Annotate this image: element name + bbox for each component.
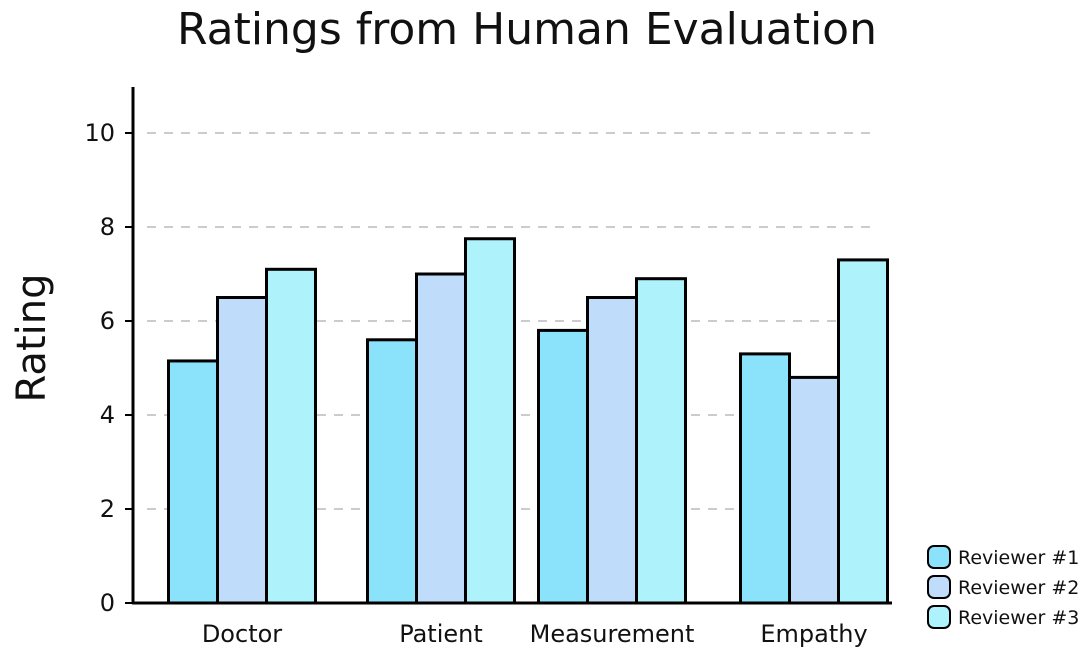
axes [131, 87, 892, 605]
bar-measurement-reviewer-2 [586, 296, 638, 605]
legend-label-reviewer-1: Reviewer #1 [958, 547, 1079, 569]
bar-doctor-reviewer-1 [167, 359, 219, 605]
bar-empathy-reviewer-1 [739, 352, 791, 605]
y-tick-label-2: 2 [100, 495, 115, 523]
y-tick-labels: 0 2 4 6 8 10 [84, 119, 133, 617]
legend: Reviewer #1 Reviewer #2 Reviewer #3 [927, 545, 1079, 629]
y-tick-label-4: 4 [100, 401, 115, 429]
y-tick-label-6: 6 [100, 307, 115, 335]
x-tick-label-patient: Patient [399, 620, 483, 648]
bar-measurement-reviewer-3 [635, 277, 687, 605]
legend-swatch-reviewer-2 [927, 575, 951, 599]
chart-title: Ratings from Human Evaluation [177, 4, 877, 55]
bar-patient-reviewer-3 [464, 237, 516, 605]
legend-label-reviewer-3: Reviewer #3 [958, 607, 1079, 629]
x-tick-label-empathy: Empathy [760, 620, 867, 648]
bars [167, 237, 889, 605]
bar-empathy-reviewer-2 [788, 375, 840, 605]
y-tick-label-0: 0 [100, 589, 115, 617]
legend-swatch-reviewer-3 [927, 605, 951, 629]
x-tick-label-measurement: Measurement [530, 620, 695, 648]
bar-doctor-reviewer-2 [216, 296, 268, 605]
bar-patient-reviewer-1 [366, 338, 418, 605]
bar-measurement-reviewer-1 [537, 328, 589, 605]
legend-swatch-reviewer-1 [927, 545, 951, 569]
bar-doctor-reviewer-3 [265, 267, 317, 605]
y-axis-label: Rating [9, 274, 55, 403]
x-tick-label-doctor: Doctor [202, 620, 282, 648]
x-tick-labels: Doctor Patient Measurement Empathy [202, 620, 868, 648]
bar-patient-reviewer-2 [415, 272, 467, 605]
y-tick-label-8: 8 [100, 213, 115, 241]
y-tick-label-10: 10 [84, 119, 115, 147]
bar-empathy-reviewer-3 [837, 258, 889, 605]
legend-label-reviewer-2: Reviewer #2 [958, 577, 1079, 599]
